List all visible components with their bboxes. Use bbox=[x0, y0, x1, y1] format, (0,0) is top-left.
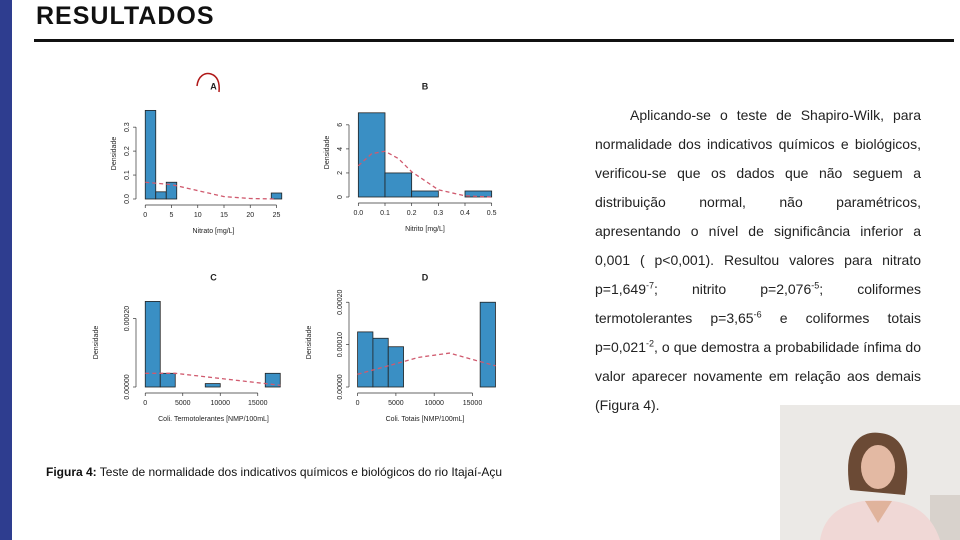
panel-title: C bbox=[210, 272, 217, 282]
density-curve bbox=[145, 372, 281, 386]
side-bar bbox=[0, 0, 12, 540]
histogram-bar bbox=[357, 112, 386, 198]
histogram-bar bbox=[165, 181, 178, 200]
x-tick-label: 15000 bbox=[248, 400, 268, 407]
histogram-bar bbox=[144, 109, 157, 200]
y-tick-label: 0.00020 bbox=[337, 289, 344, 314]
text-run: , o que demostra a probabilidade ínfima … bbox=[595, 339, 921, 413]
density-curve bbox=[145, 181, 277, 200]
x-tick-label: 10 bbox=[194, 212, 202, 219]
density-curve bbox=[357, 150, 492, 198]
x-tick-label: 15 bbox=[220, 212, 228, 219]
body-text: Aplicando-se o teste de Shapiro-Wilk, pa… bbox=[595, 101, 921, 420]
figure-caption: Figura 4: Teste de normalidade dos indic… bbox=[46, 465, 502, 479]
density-curve bbox=[357, 352, 496, 375]
y-axis-label: Densidade bbox=[111, 137, 118, 171]
exponent: -5 bbox=[811, 280, 820, 291]
x-tick-label: 0 bbox=[356, 400, 360, 407]
caption-text: Teste de normalidade dos indicativos quí… bbox=[99, 465, 503, 479]
x-tick-label: 0.4 bbox=[460, 210, 470, 217]
webcam-image bbox=[780, 405, 960, 540]
x-axis-label: Nitrito [mg/L] bbox=[405, 226, 445, 233]
y-tick-label: 6 bbox=[337, 123, 344, 127]
x-tick-label: 0.0 bbox=[353, 210, 363, 217]
histogram-bar bbox=[479, 301, 496, 388]
x-tick-label: 0.5 bbox=[487, 210, 497, 217]
x-tick-label: 20 bbox=[246, 212, 254, 219]
x-axis-label: Coli. Totais [NMP/100mL] bbox=[386, 416, 465, 423]
histogram-bar bbox=[264, 372, 281, 388]
x-tick-label: 25 bbox=[273, 212, 281, 219]
y-tick-label: 0.00000 bbox=[337, 374, 344, 399]
histogram-bar bbox=[411, 190, 439, 198]
text-run: e coliformes totais p=0,021 bbox=[595, 310, 921, 355]
histogram-bar bbox=[372, 337, 389, 388]
y-tick-label: 0 bbox=[337, 195, 344, 199]
caption-label: Figura 4: bbox=[46, 465, 97, 479]
y-tick-label: 0.2 bbox=[124, 146, 131, 156]
x-tick-label: 10000 bbox=[211, 400, 231, 407]
x-tick-label: 5 bbox=[170, 212, 174, 219]
y-tick-label: 0.3 bbox=[124, 122, 131, 132]
y-axis-label: Densidade bbox=[93, 326, 100, 360]
x-tick-label: 5000 bbox=[175, 400, 191, 407]
x-tick-label: 10000 bbox=[424, 400, 444, 407]
panel-title: B bbox=[422, 81, 429, 91]
annotation-scribble bbox=[196, 72, 220, 93]
x-tick-label: 0 bbox=[143, 212, 147, 219]
x-tick-label: 5000 bbox=[388, 400, 404, 407]
y-axis-label: Densidade bbox=[306, 326, 313, 360]
exponent: -2 bbox=[646, 338, 655, 349]
histogram-bar bbox=[144, 301, 161, 388]
x-tick-label: 0.3 bbox=[433, 210, 443, 217]
histogram-bar bbox=[270, 192, 283, 200]
y-tick-label: 0.1 bbox=[124, 170, 131, 180]
x-tick-label: 0 bbox=[143, 400, 147, 407]
histogram-bar bbox=[155, 191, 167, 200]
histogram-bar bbox=[464, 190, 493, 198]
y-tick-label: 4 bbox=[337, 147, 344, 151]
histogram-bar bbox=[384, 172, 413, 198]
panel-title: D bbox=[422, 272, 429, 282]
text-run: Aplicando-se o teste de Shapiro-Wilk, pa… bbox=[595, 107, 921, 297]
exponent: -7 bbox=[646, 280, 655, 291]
x-axis-label: Nitrato [mg/L] bbox=[192, 228, 234, 235]
x-tick-label: 0.1 bbox=[380, 210, 390, 217]
text-run: ; coliformes termotolerantes p=3,65 bbox=[595, 281, 921, 326]
histogram-bar bbox=[357, 331, 374, 388]
text-run: ; nitrito p=2,076 bbox=[654, 281, 812, 297]
histogram-bar bbox=[387, 346, 404, 388]
x-tick-label: 15000 bbox=[463, 400, 483, 407]
y-axis-label: Densidade bbox=[324, 136, 331, 170]
y-tick-label: 0.0 bbox=[124, 194, 131, 204]
y-tick-label: 0.00020 bbox=[124, 306, 131, 331]
title-rule bbox=[34, 39, 954, 42]
histogram-bar bbox=[204, 383, 221, 388]
webcam-overlay bbox=[780, 405, 960, 540]
panel-title: A bbox=[210, 81, 217, 91]
y-tick-label: 0.00010 bbox=[337, 332, 344, 357]
y-tick-label: 0.00000 bbox=[124, 374, 131, 399]
slide-title: RESULTADOS bbox=[36, 2, 215, 30]
histogram-bar bbox=[159, 372, 176, 388]
y-tick-label: 2 bbox=[337, 171, 344, 175]
x-tick-label: 0.2 bbox=[407, 210, 417, 217]
exponent: -6 bbox=[753, 309, 762, 320]
x-axis-label: Coli. Termotolerantes [NMP/100mL] bbox=[158, 416, 269, 423]
